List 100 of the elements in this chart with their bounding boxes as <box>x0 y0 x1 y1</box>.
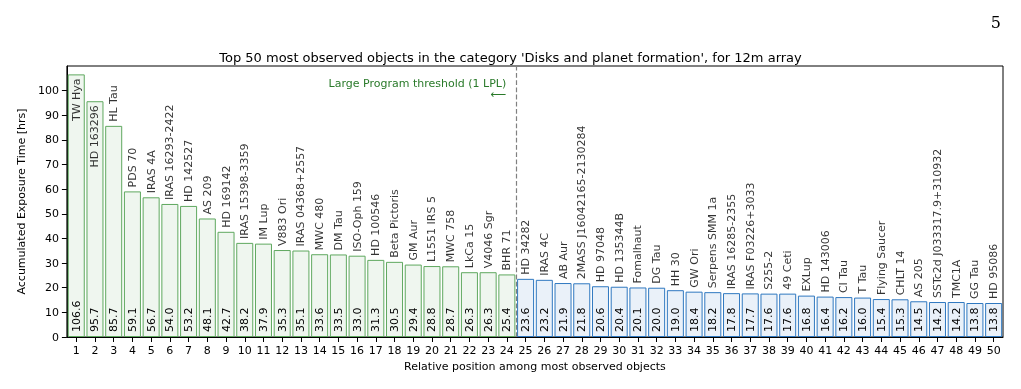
bar <box>779 293 797 337</box>
x-tick-label: 29 <box>593 344 608 357</box>
annotation: DM Tau <box>331 210 345 251</box>
x-tick-label: 28 <box>574 344 589 357</box>
data-label: 29.4 <box>406 307 420 332</box>
ref-line-label: Large Program threshold (1 LPL) ⟵ <box>328 77 507 101</box>
data-label: 15.3 <box>893 307 907 332</box>
x-tick-label: 7 <box>185 344 193 357</box>
annotation: AS 205 <box>912 258 926 298</box>
data-label: 38.2 <box>238 307 252 332</box>
x-tick-label: 11 <box>256 344 271 357</box>
x-tick-label: 21 <box>443 344 458 357</box>
annotation: HH 30 <box>668 252 682 287</box>
bar <box>236 242 254 337</box>
annotation: PDS 70 <box>125 147 139 188</box>
data-label: 17.8 <box>725 307 739 332</box>
data-label: 16.4 <box>818 307 832 332</box>
annotation: IRAS F03226+3033 <box>743 182 757 290</box>
data-label: 35.3 <box>275 307 289 332</box>
data-label: 16.2 <box>837 307 851 332</box>
x-tick-label: 10 <box>237 344 252 357</box>
y-tick-label: 60 <box>44 182 59 196</box>
x-tick-label: 37 <box>743 344 758 357</box>
annotation: EXLup <box>799 257 813 292</box>
x-tick-label: 42 <box>836 344 851 357</box>
x-tick-label: 20 <box>424 344 439 357</box>
x-tick-label: 46 <box>911 344 926 357</box>
data-label: 54.0 <box>163 307 177 332</box>
bar <box>479 272 497 337</box>
data-label: 13.8 <box>968 307 982 332</box>
x-axis-title: Relative position among most observed objects <box>404 360 667 373</box>
bar <box>386 261 404 337</box>
annotation: BHR 71 <box>500 229 514 271</box>
bar <box>161 203 179 337</box>
data-label: 31.3 <box>369 307 383 332</box>
data-label: 26.3 <box>481 307 495 332</box>
x-tick-label: 25 <box>518 344 533 357</box>
x-tick-label: 32 <box>649 344 664 357</box>
data-label: 16.0 <box>856 307 870 332</box>
data-label: 17.7 <box>743 307 757 332</box>
annotation: AS 209 <box>200 175 214 215</box>
bar <box>816 296 834 337</box>
x-tick-label: 33 <box>668 344 683 357</box>
annotation: TMC1A <box>949 259 963 300</box>
annotation: ISO-Oph 159 <box>350 181 364 252</box>
data-label: 33.6 <box>313 307 327 332</box>
annotation: MWC 758 <box>444 209 458 263</box>
annotation: TW Hya <box>69 78 83 122</box>
x-tick-label: 23 <box>481 344 496 357</box>
data-label: 35.1 <box>294 307 308 332</box>
annotation: Serpens SMM 1a <box>706 196 720 289</box>
bar <box>292 250 310 337</box>
x-tick-label: 14 <box>312 344 327 357</box>
x-tick-label: 30 <box>612 344 627 357</box>
data-label: 14.5 <box>912 307 926 332</box>
x-tick-label: 3 <box>110 344 118 357</box>
annotation: L1551 IRS 5 <box>425 196 439 263</box>
y-tick-label: 100 <box>37 84 59 98</box>
x-tick-label: 4 <box>128 344 136 357</box>
data-label: 23.2 <box>537 307 551 332</box>
annotation: Flying Saucer <box>874 220 888 296</box>
x-tick-label: 39 <box>780 344 795 357</box>
y-axis-title: Accumulated Exposure Time [hrs] <box>15 108 28 295</box>
annotation: HD 163296 <box>88 105 102 168</box>
x-tick-label: 43 <box>855 344 870 357</box>
x-tick-label: 38 <box>761 344 776 357</box>
x-tick-label: 5 <box>147 344 155 357</box>
annotation: S255-2 <box>762 250 776 290</box>
x-tick-label: 24 <box>499 344 514 357</box>
annotation: HD 34282 <box>519 219 533 275</box>
annotation: HD 100546 <box>369 193 383 256</box>
data-label: 106.6 <box>69 300 83 332</box>
data-label: 18.4 <box>687 307 701 332</box>
data-label: 59.1 <box>125 307 139 332</box>
annotation: DG Tau <box>650 244 664 284</box>
annotation: GW Ori <box>687 248 701 288</box>
bar <box>217 231 235 337</box>
data-label: 20.6 <box>593 307 607 332</box>
annotation: T Tau <box>856 264 870 295</box>
bar <box>554 283 572 337</box>
y-tick-label: 50 <box>44 207 59 221</box>
data-label: 21.9 <box>556 307 570 332</box>
bar <box>67 74 85 337</box>
data-label: 25.4 <box>500 307 514 332</box>
data-label: 16.8 <box>799 307 813 332</box>
data-label: 20.4 <box>612 307 626 332</box>
x-tick-label: 17 <box>368 344 383 357</box>
annotation: Beta Pictoris <box>388 188 402 258</box>
annotation: HD 135344B <box>612 212 626 283</box>
text: 5 <box>990 12 1002 32</box>
annotation: HD 95086 <box>987 243 1001 299</box>
x-tick-label: 1 <box>72 344 80 357</box>
bar <box>105 125 123 337</box>
annotation: IRAS 04368+2557 <box>294 145 308 247</box>
annotation: HL Tau <box>107 85 121 122</box>
x-tick-label: 47 <box>930 344 945 357</box>
annotation: IRAS 15398-3359 <box>238 143 252 239</box>
chart-title: Top 50 most observed objects in the category 'Disks and planet formation', for 12m array <box>218 50 803 65</box>
x-tick-label: 22 <box>462 344 477 357</box>
data-label: 28.7 <box>444 307 458 332</box>
